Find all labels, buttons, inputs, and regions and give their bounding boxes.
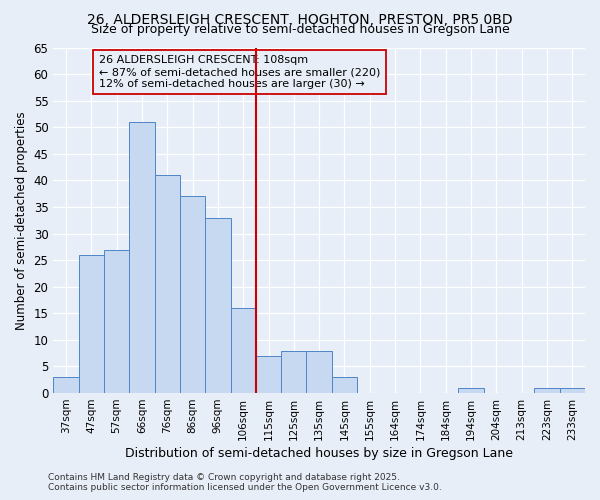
- Bar: [180, 196, 205, 393]
- Text: Contains HM Land Registry data © Crown copyright and database right 2025.
Contai: Contains HM Land Registry data © Crown c…: [48, 473, 442, 492]
- Text: 26, ALDERSLEIGH CRESCENT, HOGHTON, PRESTON, PR5 0BD: 26, ALDERSLEIGH CRESCENT, HOGHTON, PREST…: [87, 12, 513, 26]
- Bar: [205, 218, 230, 393]
- X-axis label: Distribution of semi-detached houses by size in Gregson Lane: Distribution of semi-detached houses by …: [125, 447, 513, 460]
- Text: 26 ALDERSLEIGH CRESCENT: 108sqm
← 87% of semi-detached houses are smaller (220)
: 26 ALDERSLEIGH CRESCENT: 108sqm ← 87% of…: [99, 56, 380, 88]
- Bar: [104, 250, 129, 393]
- Bar: [129, 122, 155, 393]
- Bar: [535, 388, 560, 393]
- Bar: [458, 388, 484, 393]
- Bar: [256, 356, 281, 393]
- Text: Size of property relative to semi-detached houses in Gregson Lane: Size of property relative to semi-detach…: [91, 22, 509, 36]
- Bar: [332, 377, 357, 393]
- Bar: [155, 175, 180, 393]
- Bar: [281, 350, 307, 393]
- Bar: [230, 308, 256, 393]
- Bar: [307, 350, 332, 393]
- Y-axis label: Number of semi-detached properties: Number of semi-detached properties: [15, 111, 28, 330]
- Bar: [53, 377, 79, 393]
- Bar: [79, 255, 104, 393]
- Bar: [560, 388, 585, 393]
